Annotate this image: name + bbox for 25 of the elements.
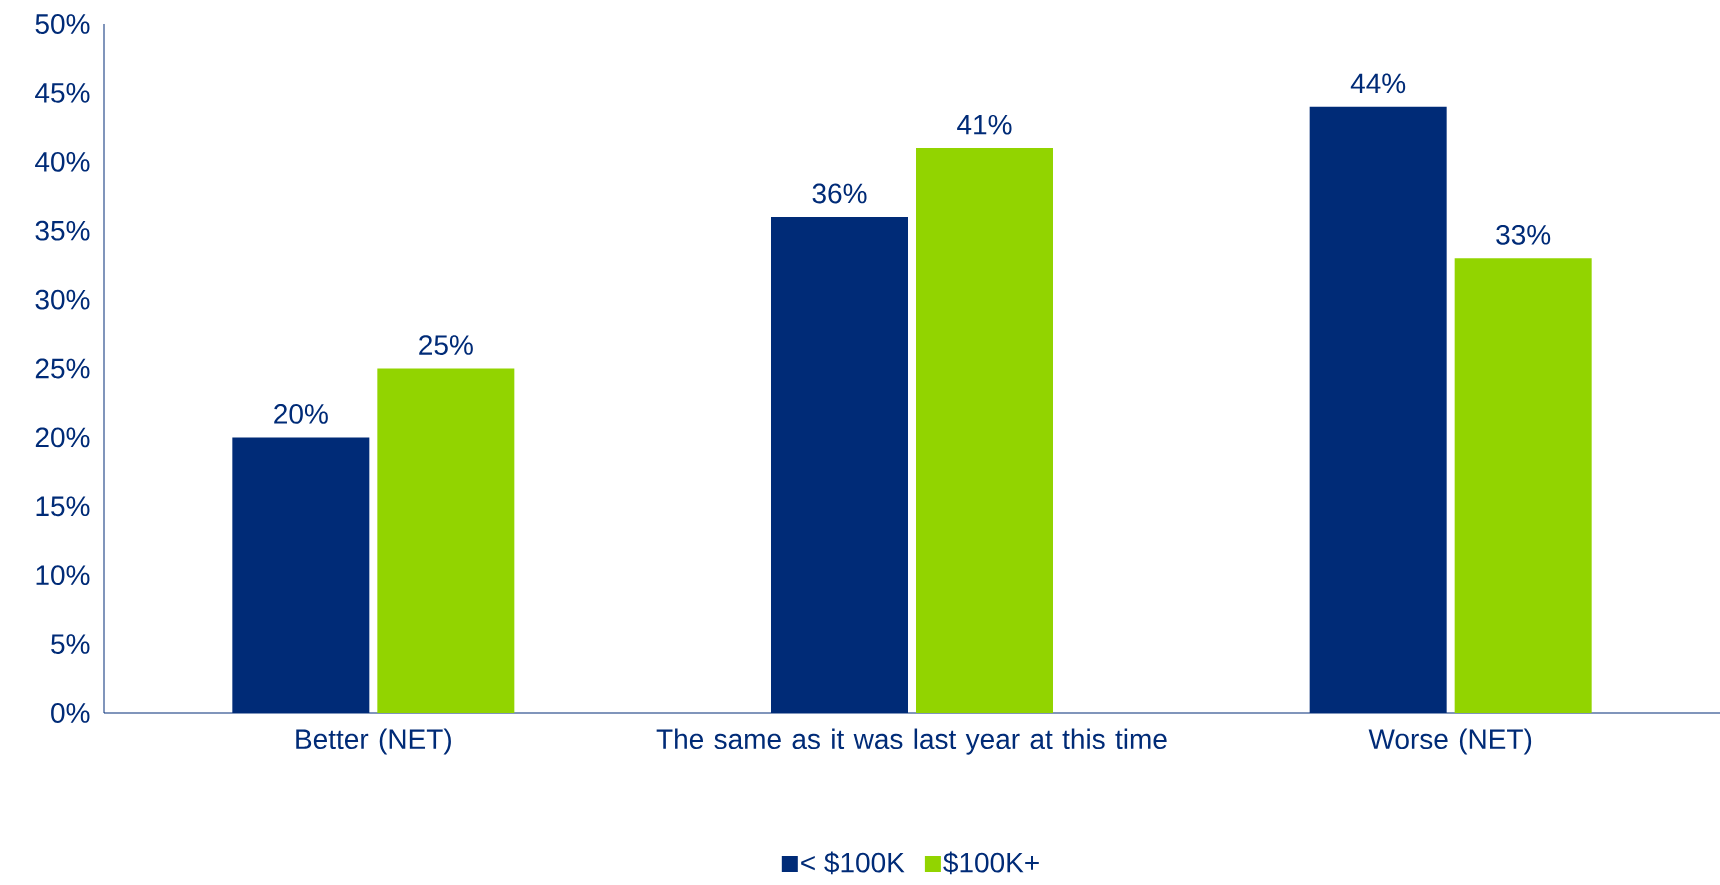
y-tick-label: 50%	[35, 14, 90, 34]
y-tick-label: 20%	[35, 427, 90, 448]
legend-label: < $100K	[801, 851, 905, 875]
data-label: 41%	[957, 114, 1012, 135]
x-tick-label: The same as it was last year at this time	[656, 728, 1167, 755]
legend-label: $100K+	[943, 851, 1039, 875]
y-tick-label: 35%	[35, 220, 90, 241]
data-label: 44%	[1350, 73, 1406, 94]
y-tick-label: 10%	[36, 565, 90, 586]
data-label: 36%	[812, 183, 867, 204]
bar	[377, 368, 515, 713]
y-tick-label: 40%	[35, 151, 90, 172]
y-tick-label: 30%	[35, 289, 90, 310]
y-tick-label: 15%	[36, 496, 90, 517]
data-label: 33%	[1496, 224, 1551, 245]
data-label: 20%	[274, 404, 328, 424]
bar	[916, 148, 1053, 713]
data-label: 25%	[419, 335, 473, 355]
bar	[1454, 258, 1592, 713]
y-tick-label: 45%	[35, 83, 90, 103]
y-tick-label: 25%	[35, 358, 90, 379]
y-tick-label: 5%	[51, 634, 90, 654]
y-tick-label: 0%	[51, 703, 90, 723]
x-tick-label: Worse (NET)	[1368, 728, 1532, 755]
x-tick-label: Better (NET)	[296, 728, 451, 755]
